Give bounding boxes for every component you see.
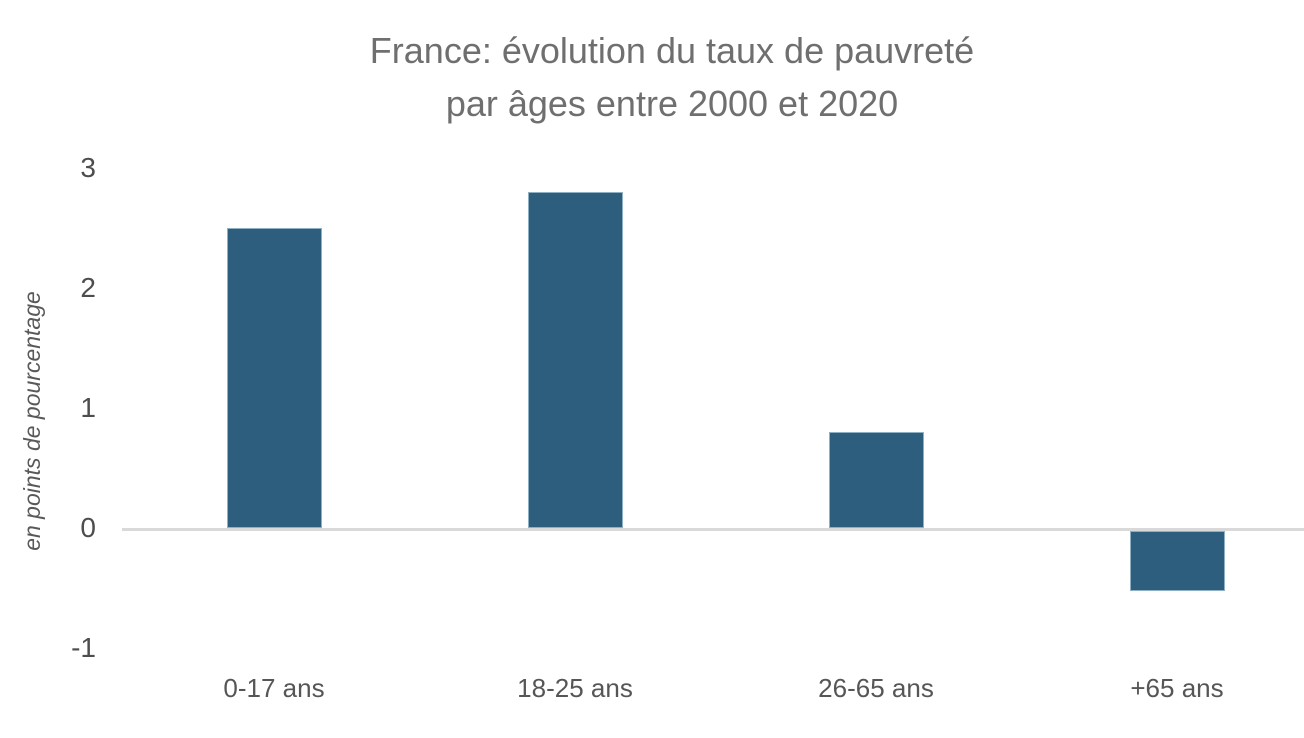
x-axis-label: 0-17 ans [223, 673, 325, 703]
bar-0-17-ans [226, 228, 322, 528]
x-axis-label: +65 ans [1130, 673, 1224, 703]
chart-title-line-2: par âges entre 2000 et 2020 [445, 83, 899, 124]
y-tick-label: -1 [71, 632, 96, 663]
bar-+65-ans [1129, 531, 1225, 591]
y-tick-label: 3 [80, 152, 96, 183]
x-axis-label: 18-25 ans [517, 673, 633, 703]
x-axis-label: 26-65 ans [818, 673, 934, 703]
chart-title: France: évolution du taux de pauvreté pa… [40, 24, 1304, 130]
bar-18-25-ans [527, 192, 623, 528]
y-tick-label: 1 [80, 392, 96, 423]
y-tick-label: 0 [80, 512, 96, 543]
bar-26-65-ans [828, 432, 924, 528]
chart-title-line-1: France: évolution du taux de pauvreté [369, 30, 975, 71]
zero-axis-line [122, 528, 1304, 531]
y-tick-label: 2 [80, 272, 96, 303]
